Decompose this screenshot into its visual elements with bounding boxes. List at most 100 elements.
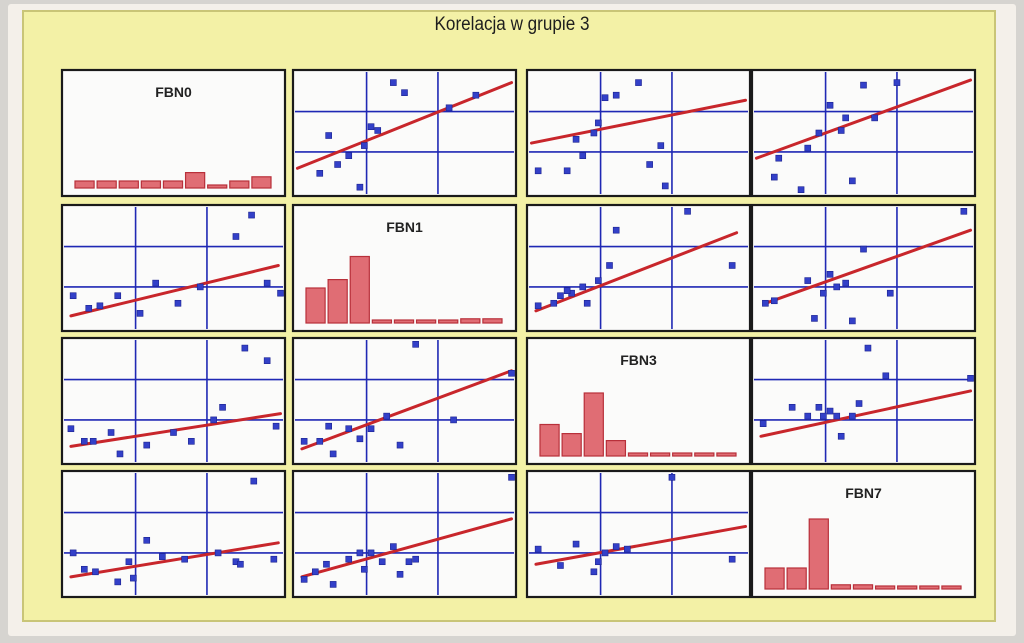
hist-bar-fbn1-2 (349, 255, 370, 324)
data-point-fbn1-fbn0-4 (136, 310, 144, 317)
data-point-fbn0-fbn7-6 (837, 127, 845, 134)
data-point-fbn0-fbn7-3 (804, 144, 812, 152)
data-point-fbn1-fbn7-11 (960, 208, 968, 215)
hist-bar-fbn1-1 (327, 279, 348, 324)
data-point-fbn3-fbn0-11 (263, 357, 271, 364)
data-point-fbn7-fbn1-7 (367, 549, 375, 557)
data-point-fbn7-fbn0-1 (81, 565, 88, 573)
data-point-fbn7-fbn0-5 (130, 574, 137, 582)
data-point-fbn7-fbn0-9 (214, 549, 222, 557)
data-point-fbn1-fbn3-7 (612, 226, 620, 234)
data-point-fbn7-fbn1-12 (412, 555, 419, 563)
data-point-fbn1-fbn0-9 (248, 211, 255, 219)
data-point-fbn0-fbn3-3 (579, 152, 587, 159)
data-point-fbn7-fbn3-0 (534, 545, 542, 553)
data-point-fbn0-fbn1-5 (361, 142, 368, 149)
data-point-fbn3-fbn7-2 (804, 412, 812, 420)
data-point-fbn0-fbn1-6 (367, 123, 375, 130)
regression-line-fbn3-fbn7 (759, 389, 973, 438)
data-point-fbn7-fbn3-1 (557, 562, 564, 569)
data-point-fbn3-fbn7-10 (864, 344, 872, 352)
hist-bar-fbn1-8 (482, 318, 503, 324)
regression-line-fbn0-fbn3 (529, 98, 748, 145)
data-point-fbn1-fbn7-9 (860, 245, 867, 253)
data-point-fbn1-fbn0-11 (277, 289, 284, 297)
data-point-fbn7-fbn0-3 (114, 578, 122, 586)
scatter-cell-fbn3-fbn0 (60, 336, 287, 466)
data-point-fbn1-fbn3-0 (534, 302, 542, 310)
data-point-fbn3-fbn0-9 (219, 403, 226, 411)
data-point-fbn0-fbn1-7 (374, 127, 382, 134)
data-point-fbn1-fbn3-6 (606, 262, 613, 269)
data-point-fbn0-fbn7-11 (893, 79, 901, 86)
hist-bar-fbn0-4 (162, 180, 184, 189)
data-point-fbn0-fbn1-4 (356, 183, 364, 191)
data-point-fbn3-fbn0-4 (116, 450, 124, 458)
hist-bar-fbn7-1 (786, 567, 807, 590)
data-point-fbn3-fbn7-0 (759, 420, 767, 427)
hist-bar-fbn1-4 (393, 319, 415, 324)
data-point-fbn3-fbn1-4 (345, 425, 353, 433)
data-point-fbn3-fbn1-11 (508, 369, 515, 377)
data-point-fbn1-fbn0-3 (114, 292, 122, 300)
data-point-fbn1-fbn0-8 (232, 233, 240, 240)
hist-bar-fbn3-2 (583, 392, 604, 457)
hist-bar-fbn0-7 (229, 180, 250, 189)
data-point-fbn7-fbn3-7 (624, 545, 631, 553)
data-point-fbn1-fbn3-9 (728, 262, 736, 269)
data-point-fbn3-fbn7-3 (815, 403, 823, 411)
data-point-fbn3-fbn0-5 (143, 441, 151, 449)
hist-bar-fbn1-7 (460, 318, 481, 324)
hist-bar-fbn3-4 (627, 452, 649, 457)
data-point-fbn3-fbn0-7 (188, 438, 195, 445)
scatter-cell-fbn7-fbn1 (291, 469, 518, 599)
data-point-fbn3-fbn0-12 (272, 422, 280, 430)
data-point-fbn3-fbn7-6 (833, 412, 841, 420)
data-point-fbn3-fbn1-8 (396, 441, 404, 449)
data-point-fbn0-fbn7-5 (826, 101, 834, 109)
regression-line-fbn0-fbn7 (754, 78, 973, 160)
data-point-fbn3-fbn0-6 (170, 429, 177, 436)
data-point-fbn1-fbn3-1 (550, 299, 558, 307)
hist-bar-fbn1-6 (438, 319, 459, 324)
data-point-fbn0-fbn3-7 (612, 91, 620, 99)
data-point-fbn7-fbn3-6 (612, 543, 620, 550)
histogram-cell-fbn0 (60, 68, 287, 198)
data-point-fbn7-fbn1-0 (300, 576, 308, 583)
data-point-fbn7-fbn0-7 (159, 553, 166, 560)
hist-bar-fbn3-1 (561, 433, 582, 457)
scatter-cell-fbn3-fbn7 (750, 336, 977, 466)
data-point-fbn0-fbn3-5 (595, 119, 602, 127)
data-point-fbn7-fbn0-13 (270, 555, 278, 563)
data-point-fbn7-fbn1-11 (405, 558, 413, 566)
data-point-fbn0-fbn3-4 (590, 129, 598, 137)
data-point-fbn3-fbn0-0 (67, 425, 75, 433)
data-point-fbn3-fbn1-2 (325, 422, 332, 430)
data-point-fbn1-fbn7-5 (826, 270, 834, 278)
data-point-fbn1-fbn0-5 (152, 279, 159, 287)
data-point-fbn3-fbn1-1 (316, 438, 324, 445)
data-point-fbn0-fbn7-1 (775, 154, 783, 162)
hist-bar-fbn3-0 (539, 423, 560, 457)
regression-line-fbn1-fbn0 (69, 263, 280, 318)
scatter-cell-fbn7-fbn0 (60, 469, 287, 599)
data-point-fbn7-fbn0-2 (92, 568, 99, 576)
data-point-fbn1-fbn3-8 (684, 208, 691, 215)
data-point-fbn3-fbn1-3 (329, 450, 337, 458)
data-point-fbn7-fbn1-8 (378, 558, 386, 566)
regression-line-fbn7-fbn1 (300, 517, 514, 579)
data-point-fbn7-fbn3-9 (728, 555, 736, 563)
data-point-fbn1-fbn7-4 (820, 289, 827, 297)
data-point-fbn7-fbn1-9 (390, 543, 397, 550)
hist-bar-fbn0-3 (140, 180, 162, 189)
data-point-fbn7-fbn1-2 (323, 560, 330, 568)
data-point-fbn7-fbn1-10 (396, 571, 404, 578)
data-point-fbn7-fbn3-4 (595, 558, 602, 566)
data-point-fbn1-fbn7-6 (833, 283, 841, 291)
hist-bar-fbn3-6 (672, 452, 693, 457)
data-point-fbn0-fbn7-9 (860, 81, 867, 89)
data-point-fbn3-fbn1-10 (450, 416, 457, 424)
hist-bar-fbn0-2 (118, 180, 139, 189)
data-point-fbn0-fbn1-0 (316, 170, 324, 177)
diagonal-label-fbn1: FBN1 (386, 219, 423, 235)
